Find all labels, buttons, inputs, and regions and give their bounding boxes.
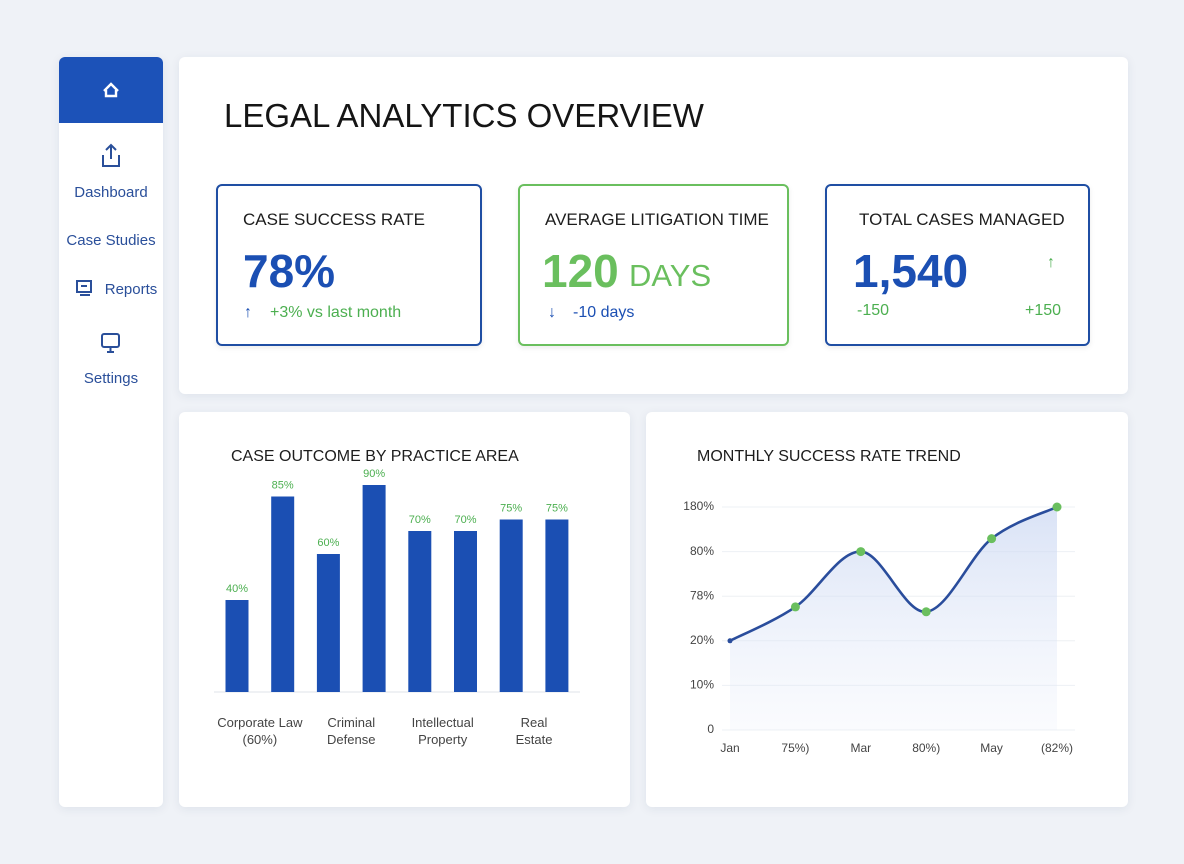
bar	[316, 554, 340, 692]
bar	[225, 600, 249, 692]
nav-settings[interactable]: Settings	[83, 370, 139, 387]
nav-case-studies[interactable]: Case Studies	[66, 232, 156, 249]
kpi-low: -150	[857, 302, 890, 319]
value-label: 70%	[409, 514, 431, 526]
kpi-unit: DAYS	[629, 258, 712, 293]
point	[987, 534, 997, 544]
chart-title: CASE OUTCOME BY PRACTICE AREA	[231, 448, 519, 465]
value-label: 75%	[500, 502, 522, 514]
area	[730, 507, 1057, 730]
y-tick-label: 180%	[683, 499, 714, 513]
x-tick-label: Intellectual Property	[412, 715, 474, 747]
page-title: LEGAL ANALYTICS OVERVIEW	[224, 97, 704, 134]
chart-title: MONTHLY SUCCESS RATE TREND	[697, 448, 961, 465]
y-tick-label: 20%	[690, 633, 714, 647]
y-tick-label: 10%	[690, 678, 714, 692]
kpi-change: +3% vs last month	[270, 304, 402, 321]
bar	[454, 531, 477, 692]
kpi-high: +150	[1025, 302, 1062, 319]
kpi-value: 120	[542, 245, 619, 297]
nav-dashboard[interactable]: Dashboard	[74, 184, 148, 201]
kpi-title: TOTAL CASES MANAGED	[859, 210, 1065, 229]
settings-icon	[101, 333, 120, 353]
kpi-value: 78%	[243, 245, 336, 297]
point	[727, 638, 733, 644]
y-tick-label: 80%	[690, 544, 714, 558]
kpi-title: CASE SUCCESS RATE	[243, 210, 426, 229]
kpi-change: -10 days	[573, 304, 635, 321]
value-label: 60%	[317, 537, 339, 549]
home-button[interactable]	[59, 57, 163, 123]
x-tick-label: Criminal Defense	[327, 715, 375, 747]
y-tick-label: 78%	[690, 588, 714, 602]
bar	[499, 519, 523, 692]
kpi-card: TOTAL CASES MANAGED 1,540 ↑ -150 +150	[825, 184, 1090, 346]
point	[790, 602, 800, 612]
bar	[545, 519, 569, 692]
x-tick-label: May	[980, 741, 1003, 755]
bar	[271, 496, 295, 692]
home-icon	[103, 82, 119, 98]
kpi-card: CASE SUCCESS RATE 78% ↑ +3% vs last mont…	[216, 184, 482, 346]
nav-reports[interactable]: Reports	[104, 281, 158, 298]
x-tick-label: Real Estate	[516, 715, 553, 747]
point	[856, 547, 866, 557]
down-arrow: ↓	[548, 304, 556, 321]
kpi-card: AVERAGE LITIGATION TIME 120 DAYS ↓ -10 d…	[518, 184, 789, 346]
bar	[408, 531, 432, 692]
up-arrow: ↑	[1047, 254, 1055, 271]
value-label: 40%	[226, 583, 248, 595]
bar	[362, 485, 386, 692]
value-label: 85%	[272, 479, 294, 491]
x-tick-label: Jan	[720, 741, 739, 755]
value-label: 75%	[546, 502, 568, 514]
point	[921, 607, 931, 617]
x-tick-label: 80%)	[912, 741, 940, 755]
y-tick-label: 0	[707, 722, 714, 736]
value-label: 90%	[363, 468, 385, 480]
x-tick-label: 75%)	[781, 741, 809, 755]
kpi-value: 1,540	[853, 245, 969, 297]
kpi-title: AVERAGE LITIGATION TIME	[545, 210, 769, 229]
x-tick-label: Corporate Law (60%)	[217, 715, 303, 747]
up-arrow: ↑	[244, 304, 252, 321]
x-tick-label: Mar	[850, 741, 871, 755]
x-tick-label: (82%)	[1041, 741, 1073, 755]
sidebar: Dashboard Case Studies Reports Settings	[59, 57, 163, 807]
reports-icon	[76, 280, 92, 296]
point	[1052, 502, 1062, 512]
upload-icon	[102, 143, 120, 167]
value-label: 70%	[454, 514, 476, 526]
